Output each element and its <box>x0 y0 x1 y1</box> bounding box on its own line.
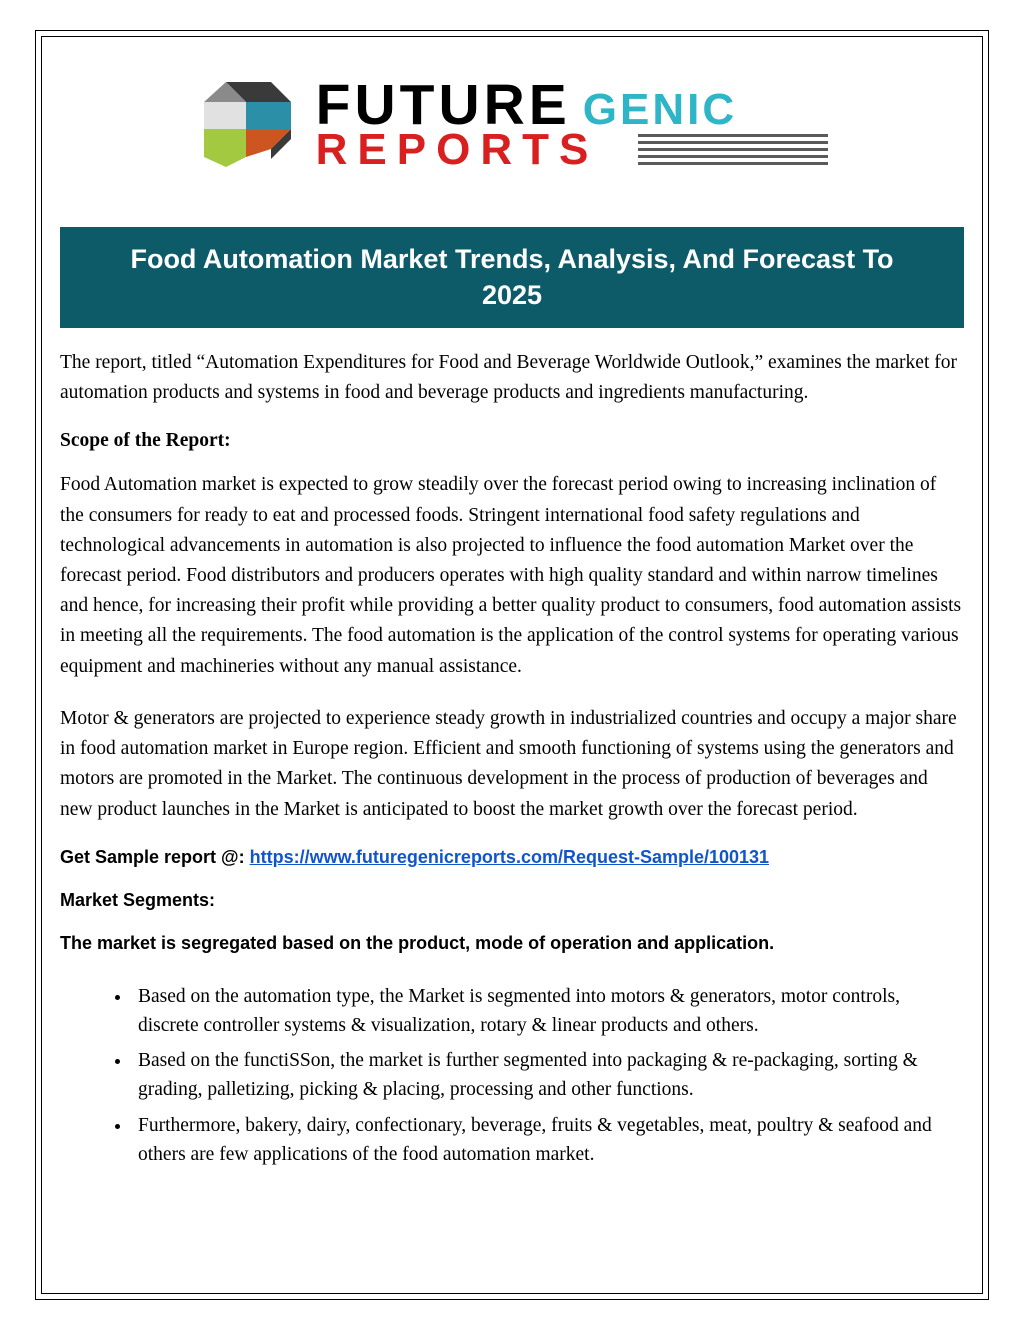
segments-bullet-list: Based on the automation type, the Market… <box>60 982 964 1170</box>
sample-label: Get Sample report @: <box>60 847 250 867</box>
market-segments-heading: Market Segments: <box>60 890 964 911</box>
sample-report-line: Get Sample report @: https://www.futureg… <box>60 847 964 868</box>
logo-word-reports: REPORTS <box>316 131 599 168</box>
intro-paragraph: The report, titled “Automation Expenditu… <box>60 348 964 408</box>
logo-text-block: FUTURE GENIC REPORTS <box>316 81 829 169</box>
page-outer-border: FUTURE GENIC REPORTS Food Automation Mar… <box>35 30 989 1300</box>
list-item: Based on the functiSSon, the market is f… <box>132 1046 944 1105</box>
scope-heading: Scope of the Report: <box>60 430 964 452</box>
document-title: Food Automation Market Trends, Analysis,… <box>60 227 964 328</box>
logo: FUTURE GENIC REPORTS <box>60 77 964 172</box>
logo-line-1: FUTURE GENIC <box>316 81 829 129</box>
scope-paragraph-2: Motor & generators are projected to expe… <box>60 704 964 825</box>
logo-line-2: REPORTS <box>316 131 829 168</box>
page-inner-border: FUTURE GENIC REPORTS Food Automation Mar… <box>41 36 983 1294</box>
logo-stripes-icon <box>638 134 828 165</box>
list-item: Furthermore, bakery, dairy, confectionar… <box>132 1111 944 1170</box>
list-item: Based on the automation type, the Market… <box>132 982 944 1041</box>
logo-cube-icon <box>196 77 301 172</box>
segments-intro: The market is segregated based on the pr… <box>60 933 964 954</box>
scope-paragraph-1: Food Automation market is expected to gr… <box>60 470 964 682</box>
logo-word-genic: GENIC <box>583 91 737 128</box>
logo-word-future: FUTURE <box>316 81 571 129</box>
sample-report-link[interactable]: https://www.futuregenicreports.com/Reque… <box>250 847 769 867</box>
